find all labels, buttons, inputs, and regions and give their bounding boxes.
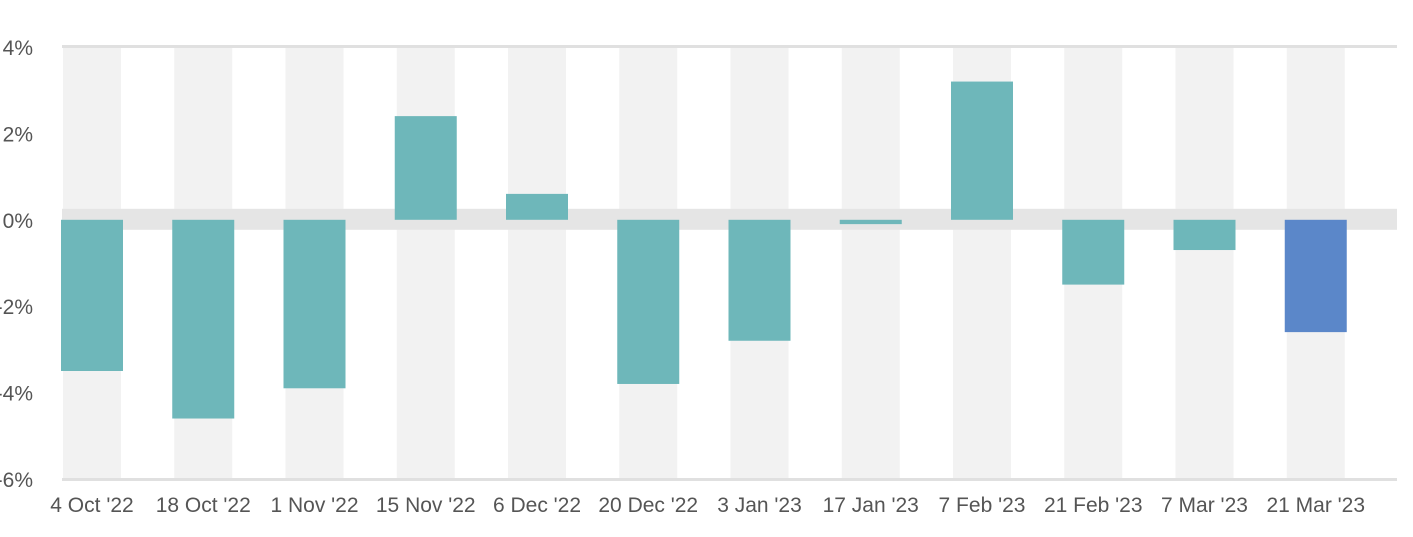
bar-3 xyxy=(394,116,457,220)
x-tick-label-1: 18 Oct '22 xyxy=(156,494,251,517)
bar-9 xyxy=(1062,219,1125,285)
x-tick-label-11: 21 Mar '23 xyxy=(1266,494,1365,517)
bar-1 xyxy=(172,219,235,419)
bar-5 xyxy=(617,219,680,384)
x-tick-label-6: 3 Jan '23 xyxy=(717,494,802,517)
x-tick-label-8: 7 Feb '23 xyxy=(939,494,1026,517)
bars xyxy=(61,81,1347,419)
top-axis-line xyxy=(62,45,1397,48)
bar-7 xyxy=(839,219,902,225)
y-axis-ticks: 4% 2% 0% -2% -4% -6% xyxy=(0,37,33,492)
y-tick-label-1: 2% xyxy=(3,123,33,146)
x-tick-label-10: 7 Mar '23 xyxy=(1161,494,1248,517)
y-tick-label-0: 4% xyxy=(3,37,33,60)
bar-4 xyxy=(506,193,568,220)
bar-10 xyxy=(1173,219,1236,251)
x-tick-label-9: 21 Feb '23 xyxy=(1044,494,1143,517)
x-axis-ticks: 4 Oct '22 18 Oct '22 1 Nov '22 15 Nov '22 6 … xyxy=(50,494,1365,517)
x-tick-label-5: 20 Dec '22 xyxy=(598,494,698,517)
x-tick-label-0: 4 Oct '22 xyxy=(50,494,133,517)
y-tick-label-5: -6% xyxy=(0,469,33,492)
bar-8 xyxy=(951,81,1013,220)
x-tick-label-4: 6 Dec '22 xyxy=(493,494,581,517)
bar-11 xyxy=(1284,219,1347,333)
bar-2 xyxy=(283,219,346,389)
background-band-10 xyxy=(1175,47,1234,479)
bar-6 xyxy=(728,219,791,341)
background-band-7 xyxy=(841,47,900,479)
background-band-4 xyxy=(508,47,566,479)
background-bands xyxy=(63,47,1345,479)
y-tick-label-3: -2% xyxy=(0,296,33,319)
axis-lines xyxy=(62,45,1397,481)
y-tick-label-2: 0% xyxy=(3,210,33,233)
x-tick-label-3: 15 Nov '22 xyxy=(376,494,476,517)
bottom-axis-line xyxy=(62,478,1397,481)
bar-0 xyxy=(61,219,123,371)
x-tick-label-2: 1 Nov '22 xyxy=(270,494,358,517)
y-tick-label-4: -4% xyxy=(0,383,33,406)
x-tick-label-7: 17 Jan '23 xyxy=(823,494,919,517)
background-band-3 xyxy=(396,47,455,479)
